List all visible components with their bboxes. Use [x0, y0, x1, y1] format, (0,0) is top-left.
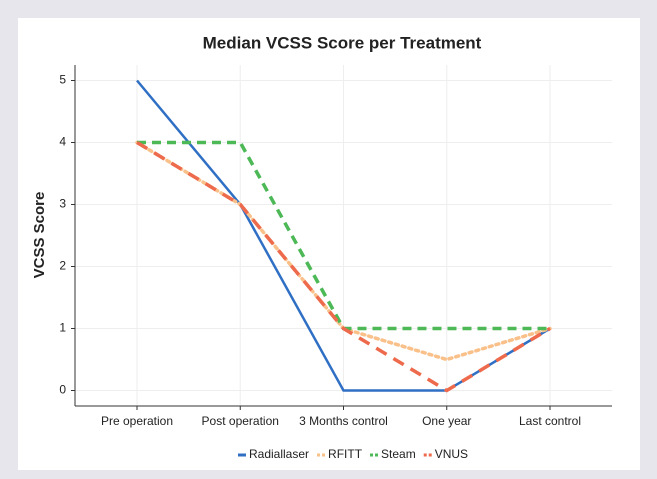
- legend-label: VNUS: [435, 447, 468, 461]
- x-tick-label: Post operation: [202, 414, 279, 428]
- panel: [18, 18, 640, 470]
- y-tick-label: 0: [59, 383, 66, 397]
- x-tick-label: 3 Months control: [299, 414, 388, 428]
- x-tick-label: Pre operation: [101, 414, 173, 428]
- y-axis-title: VCSS Score: [31, 192, 48, 279]
- y-tick-label: 2: [59, 259, 66, 273]
- y-tick-label: 4: [59, 135, 66, 149]
- y-tick-label: 3: [59, 197, 66, 211]
- legend-label: Steam: [381, 447, 416, 461]
- series-line: [136, 140, 551, 393]
- legend-label: Radiallaser: [249, 447, 309, 461]
- y-tick-label: 1: [59, 321, 66, 335]
- y-tick-label: 5: [59, 73, 66, 87]
- x-tick-label: One year: [422, 414, 471, 428]
- legend-label: RFITT: [328, 447, 363, 461]
- chart-title: Median VCSS Score per Treatment: [203, 33, 482, 52]
- x-tick-label: Last control: [519, 414, 581, 428]
